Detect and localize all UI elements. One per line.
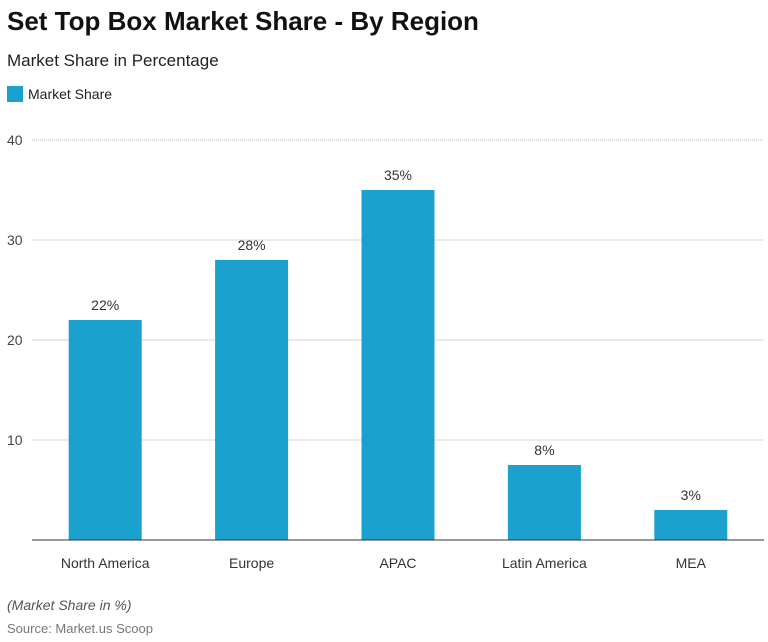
chart-subtitle: Market Share in Percentage bbox=[7, 51, 219, 70]
y-tick-label: 10 bbox=[7, 432, 23, 448]
x-tick-label: North America bbox=[61, 555, 150, 571]
data-label: 35% bbox=[384, 167, 412, 183]
data-label: 3% bbox=[681, 487, 701, 503]
bar bbox=[68, 320, 142, 540]
x-tick-label: Europe bbox=[229, 555, 274, 571]
x-tick-label: APAC bbox=[379, 555, 416, 571]
chart-source: Source: Market.us Scoop bbox=[7, 621, 153, 636]
y-tick-label: 20 bbox=[7, 332, 23, 348]
chart-title: Set Top Box Market Share - By Region bbox=[7, 6, 479, 36]
bar bbox=[507, 465, 581, 540]
legend-swatch bbox=[7, 86, 23, 102]
chart-note: (Market Share in %) bbox=[7, 597, 132, 613]
data-label: 22% bbox=[91, 297, 119, 313]
bar bbox=[654, 510, 728, 540]
y-tick-label: 30 bbox=[7, 232, 23, 248]
x-tick-label: MEA bbox=[676, 555, 707, 571]
legend: Market Share bbox=[7, 86, 112, 102]
bar bbox=[361, 190, 435, 540]
x-tick-label: Latin America bbox=[502, 555, 587, 571]
data-label: 28% bbox=[238, 237, 266, 253]
legend-label: Market Share bbox=[28, 86, 113, 102]
y-tick-label: 40 bbox=[7, 132, 23, 148]
bar bbox=[215, 260, 289, 540]
data-label: 8% bbox=[534, 442, 554, 458]
